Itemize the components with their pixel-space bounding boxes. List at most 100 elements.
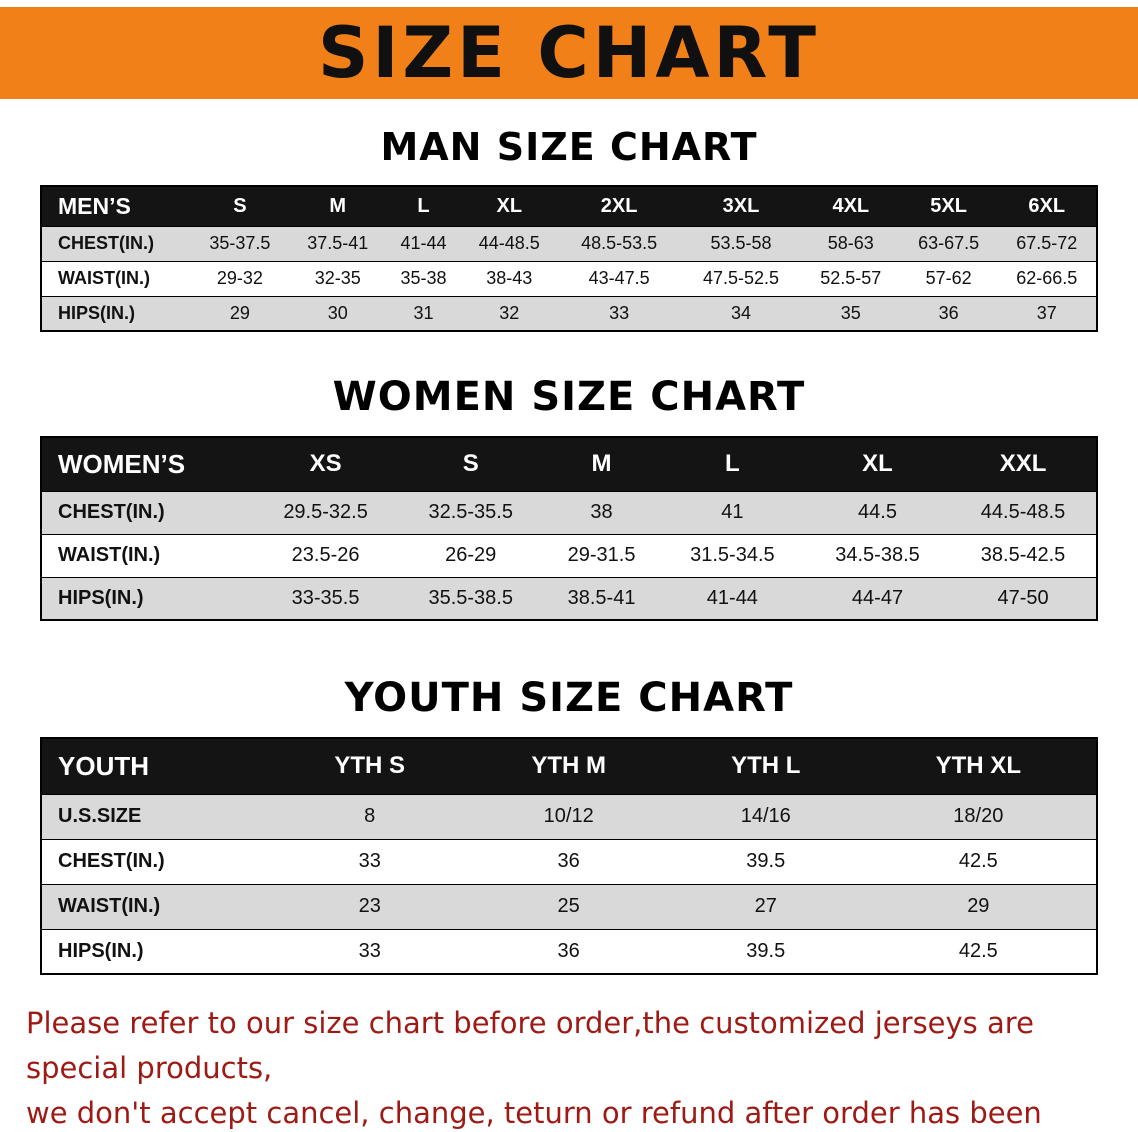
value-cell: 57-62 [925, 268, 972, 288]
value-cell: 14/16 [740, 805, 791, 827]
value-cell: 34 [730, 302, 751, 323]
value-cell: 44-48.5 [478, 233, 540, 253]
women-section-heading: WOMEN SIZE CHART [332, 374, 806, 420]
value-cell: 43-47.5 [588, 268, 650, 288]
table-row: HIPS(IN.) 33 36 39.5 42.5 [41, 929, 1097, 974]
value-cell: 30 [327, 302, 348, 323]
value-cell: 44.5 [858, 501, 897, 523]
size-header-cell: S [233, 194, 247, 217]
size-header-cell: S [462, 450, 479, 478]
value-cell: 36 [557, 850, 580, 872]
table-row: U.S.SIZE 8 10/12 14/16 18/20 [41, 794, 1097, 839]
table-row: CHEST(IN.) 35-37.5 37.5-41 41-44 44-48.5 48.5… [41, 226, 1097, 261]
value-cell: 27 [754, 895, 777, 917]
size-header-cell: 4XL [832, 194, 870, 217]
value-cell: 34.5-38.5 [835, 544, 920, 566]
value-cell: 29-31.5 [567, 544, 636, 566]
women-size-table: WOMEN’S XS S M L XL XXL CHEST(IN.) 29.5-32.5 32.5… [40, 436, 1098, 621]
value-cell: 37.5-41 [307, 233, 369, 253]
value-cell: 38.5-41 [567, 586, 636, 609]
footer-note-line2: we don't accept cancel, change, teturn o… [26, 1096, 1042, 1130]
table-header-row: WOMEN’S XS S M L XL XXL [41, 437, 1097, 491]
size-header-cell: XXL [999, 450, 1047, 478]
value-cell: 62-66.5 [1016, 268, 1078, 288]
row-label-cell: WAIST(IN.) [58, 544, 161, 566]
value-cell: 32 [499, 302, 520, 323]
value-cell: 32-35 [314, 268, 361, 288]
table-title-cell: MEN’S [58, 192, 131, 219]
value-cell: 58-63 [827, 233, 874, 253]
value-cell: 42.5 [958, 939, 998, 962]
value-cell: 10/12 [543, 805, 594, 827]
row-label-cell: CHEST(IN.) [58, 233, 154, 253]
row-label-cell: HIPS(IN.) [58, 586, 144, 609]
value-cell: 33 [358, 850, 381, 872]
size-header-cell: L [417, 194, 430, 217]
value-cell: 37 [1036, 302, 1057, 323]
row-label-cell: CHEST(IN.) [58, 501, 165, 523]
value-cell: 33 [609, 302, 630, 323]
value-cell: 23.5-26 [291, 544, 360, 566]
value-cell: 47-50 [997, 586, 1049, 609]
value-cell: 29-32 [216, 268, 263, 288]
table-row: HIPS(IN.) 29 30 31 32 33 34 35 36 37 [41, 296, 1097, 331]
value-cell: 63-67.5 [918, 233, 980, 253]
size-header-cell: M [591, 450, 612, 478]
value-cell: 38.5-42.5 [980, 544, 1066, 566]
table-row: CHEST(IN.) 29.5-32.5 32.5-35.5 38 41 44.5 44.5… [41, 491, 1097, 534]
table-row: CHEST(IN.) 33 36 39.5 42.5 [41, 839, 1097, 884]
men-section-heading: MAN SIZE CHART [380, 125, 758, 169]
value-cell: 31.5-34.5 [690, 544, 775, 566]
size-header-cell: YTH L [731, 752, 801, 780]
table-row: WAIST(IN.) 23.5-26 26-29 29-31.5 31.5-34.5 34… [41, 534, 1097, 577]
page-title: SIZE CHART [317, 12, 821, 94]
value-cell: 29.5-32.5 [283, 501, 368, 523]
value-cell: 52.5-57 [820, 268, 882, 288]
value-cell: 25 [557, 895, 580, 917]
value-cell: 26-29 [445, 544, 497, 566]
table-row: HIPS(IN.) 33-35.5 35.5-38.5 38.5-41 41-44 44-… [41, 577, 1097, 620]
value-cell: 36 [938, 302, 959, 323]
value-cell: 36 [557, 939, 580, 962]
size-header-cell: 5XL [930, 194, 967, 217]
size-header-cell: 2XL [600, 194, 638, 217]
table-header-row: MEN’S S M L XL 2XL 3XL 4XL 5XL 6XL [41, 186, 1097, 226]
value-cell: 23 [358, 895, 381, 917]
size-header-cell: XL [862, 450, 893, 478]
size-header-cell: XS [309, 450, 342, 478]
value-cell: 29 [967, 895, 990, 917]
table-header-row: YOUTH YTH S YTH M YTH L YTH XL [41, 738, 1097, 794]
value-cell: 39.5 [746, 939, 786, 962]
row-label-cell: HIPS(IN.) [58, 302, 136, 323]
footer-note-line1: Please refer to our size chart before or… [26, 1006, 1034, 1085]
value-cell: 35 [840, 302, 861, 323]
row-label-cell: WAIST(IN.) [58, 895, 161, 917]
footer-note: Please refer to our size chart before or… [0, 1001, 1138, 1132]
size-header-cell: L [725, 450, 740, 478]
table-row: WAIST(IN.) 23 25 27 29 [41, 884, 1097, 929]
value-cell: 18/20 [953, 805, 1004, 827]
value-cell: 48.5-53.5 [581, 233, 658, 253]
value-cell: 33 [358, 939, 381, 962]
value-cell: 32.5-35.5 [428, 501, 513, 523]
value-cell: 8 [364, 805, 376, 827]
value-cell: 41-44 [400, 233, 447, 253]
men-size-table: MEN’S S M L XL 2XL 3XL 4XL 5XL 6XL CHEST(IN.) 35-37… [40, 185, 1098, 332]
value-cell: 53.5-58 [710, 233, 772, 253]
value-cell: 31 [413, 302, 434, 323]
size-header-cell: 6XL [1028, 194, 1066, 217]
value-cell: 38 [590, 501, 613, 523]
value-cell: 35-38 [400, 268, 447, 288]
table-title-cell: WOMEN’S [58, 448, 186, 479]
youth-size-table: YOUTH YTH S YTH M YTH L YTH XL U.S.SIZE 8 10/12… [40, 737, 1098, 975]
row-label-cell: CHEST(IN.) [58, 850, 165, 872]
value-cell: 67.5-72 [1016, 233, 1078, 253]
value-cell: 42.5 [958, 850, 998, 872]
table-row: WAIST(IN.) 29-32 32-35 35-38 38-43 43-47.5 47.… [41, 261, 1097, 296]
value-cell: 39.5 [746, 850, 786, 872]
table-title-cell: YOUTH [58, 750, 149, 781]
value-cell: 44.5-48.5 [980, 501, 1066, 523]
value-cell: 35.5-38.5 [428, 586, 513, 609]
youth-section-heading: YOUTH SIZE CHART [344, 675, 794, 721]
